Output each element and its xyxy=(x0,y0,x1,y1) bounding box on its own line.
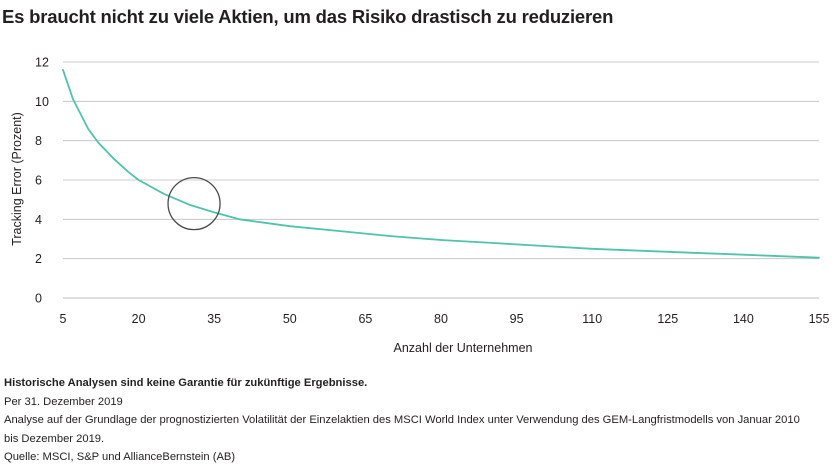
analysis-text-line1: Analyse auf der Grundlage der prognostiz… xyxy=(4,414,800,427)
tracking-error-chart: 0 2 4 6 8 10 12 5 20 35 50 65 80 95 110 125 140 155 Trac… xyxy=(10,56,830,356)
x-tick-label: 95 xyxy=(510,312,524,326)
y-tick-label: 0 xyxy=(35,292,42,306)
y-tick-label: 8 xyxy=(35,134,42,148)
x-tick-label: 65 xyxy=(358,312,372,326)
x-tick-label: 50 xyxy=(283,312,297,326)
x-tick-label: 155 xyxy=(809,312,830,326)
y-tick-label: 6 xyxy=(35,174,42,188)
x-tick-label: 35 xyxy=(207,312,221,326)
footnotes: Historische Analysen sind keine Garantie… xyxy=(4,374,836,467)
analysis-text-line2: bis Dezember 2019. xyxy=(4,432,105,445)
y-tick-label: 4 xyxy=(35,213,42,227)
highlight-circle xyxy=(167,176,221,231)
y-tick-labels: 0 2 4 6 8 10 12 xyxy=(35,56,49,306)
x-tick-label: 20 xyxy=(132,312,146,326)
y-tick-label: 12 xyxy=(35,56,49,70)
grid-lines xyxy=(63,61,819,299)
y-tick-label: 10 xyxy=(35,95,49,109)
series-line xyxy=(62,69,820,259)
series-layer xyxy=(62,69,820,259)
y-axis-label: Tracking Error (Prozent) xyxy=(10,112,24,246)
x-tick-label: 80 xyxy=(434,312,448,326)
x-tick-label: 125 xyxy=(657,312,678,326)
date-text: Per 31. Dezember 2019 xyxy=(4,395,123,408)
chart-title: Es braucht nicht zu viele Aktien, um das… xyxy=(2,6,614,27)
x-tick-labels: 5 20 35 50 65 80 95 110 125 140 155 xyxy=(60,312,830,326)
x-tick-label: 140 xyxy=(733,312,754,326)
x-tick-label: 110 xyxy=(582,312,602,326)
annotation-layer xyxy=(167,176,221,231)
y-tick-label: 2 xyxy=(35,252,42,266)
source-text: Quelle: MSCI, S&P und AllianceBernstein … xyxy=(4,451,236,464)
disclaimer-text: Historische Analysen sind keine Garantie… xyxy=(4,377,368,389)
x-tick-label: 5 xyxy=(60,312,67,326)
x-axis-label: Anzahl der Unternehmen xyxy=(394,341,533,355)
